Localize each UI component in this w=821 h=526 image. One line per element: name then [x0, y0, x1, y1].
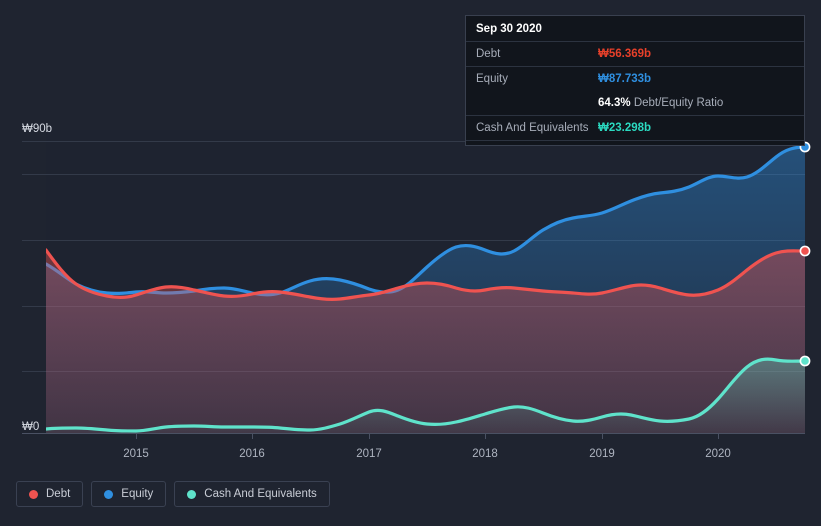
tooltip-ratio-value: 64.3%	[598, 97, 631, 109]
equity-color-dot	[104, 489, 114, 499]
series-line-cash	[46, 357, 805, 433]
x-tick-2018: 2018	[472, 448, 498, 460]
x-tick-2017: 2017	[356, 448, 382, 460]
series-line-debt	[46, 248, 805, 301]
series-area-debt	[46, 250, 805, 433]
tooltip-equity-value: ₩87.733b	[598, 73, 652, 85]
tooltip-row-debt: Debt ₩56.369b	[466, 41, 804, 66]
tooltip-row-cash: Cash And Equivalents ₩23.298b	[466, 115, 804, 140]
x-tick-2019: 2019	[589, 448, 615, 460]
tooltip-equity-label: Equity	[476, 73, 508, 85]
debt-color-dot	[29, 489, 38, 499]
tooltip-ratio: 64.3% Debt/Equity Ratio	[598, 97, 723, 109]
legend-item-debt[interactable]: Debt	[16, 481, 84, 507]
x-axis-tick-labels: 2015 2016 2017 2018 2019 2020	[123, 448, 731, 460]
endpoint-marker-debt	[799, 245, 811, 257]
x-tick-2020: 2020	[705, 448, 731, 460]
y-axis-max-label: ₩90b	[22, 123, 52, 135]
x-axis-ticks	[136, 433, 719, 439]
legend-item-label: Equity	[121, 488, 154, 500]
cash-color-dot	[187, 489, 197, 499]
x-tick-2015: 2015	[123, 448, 149, 460]
x-tick-2016: 2016	[239, 448, 265, 460]
chart-legend: Debt Equity Cash And Equivalents	[16, 481, 330, 507]
legend-item-label: Debt	[46, 488, 71, 500]
endpoint-marker-cash	[799, 355, 811, 367]
tooltip-footer-rule	[466, 140, 804, 145]
tooltip-title: Sep 30 2020	[476, 23, 542, 35]
tooltip-debt-value: ₩56.369b	[598, 48, 652, 60]
y-axis-zero-label: ₩0	[22, 421, 39, 433]
legend-item-label: Cash And Equivalents	[204, 488, 317, 500]
tooltip-ratio-label: Debt/Equity Ratio	[633, 97, 724, 109]
tooltip-row-ratio: 64.3% Debt/Equity Ratio	[466, 91, 804, 115]
tooltip-debt-label: Debt	[476, 48, 501, 60]
legend-item-equity[interactable]: Equity	[91, 481, 167, 507]
chart-tooltip: Sep 30 2020 Debt ₩56.369b Equity ₩87.733…	[465, 15, 805, 146]
tooltip-cash-label: Cash And Equivalents	[476, 122, 589, 134]
legend-item-cash-and-equivalents[interactable]: Cash And Equivalents	[174, 481, 330, 507]
tooltip-row-equity: Equity ₩87.733b	[466, 66, 804, 91]
tooltip-cash-value: ₩23.298b	[598, 122, 652, 134]
